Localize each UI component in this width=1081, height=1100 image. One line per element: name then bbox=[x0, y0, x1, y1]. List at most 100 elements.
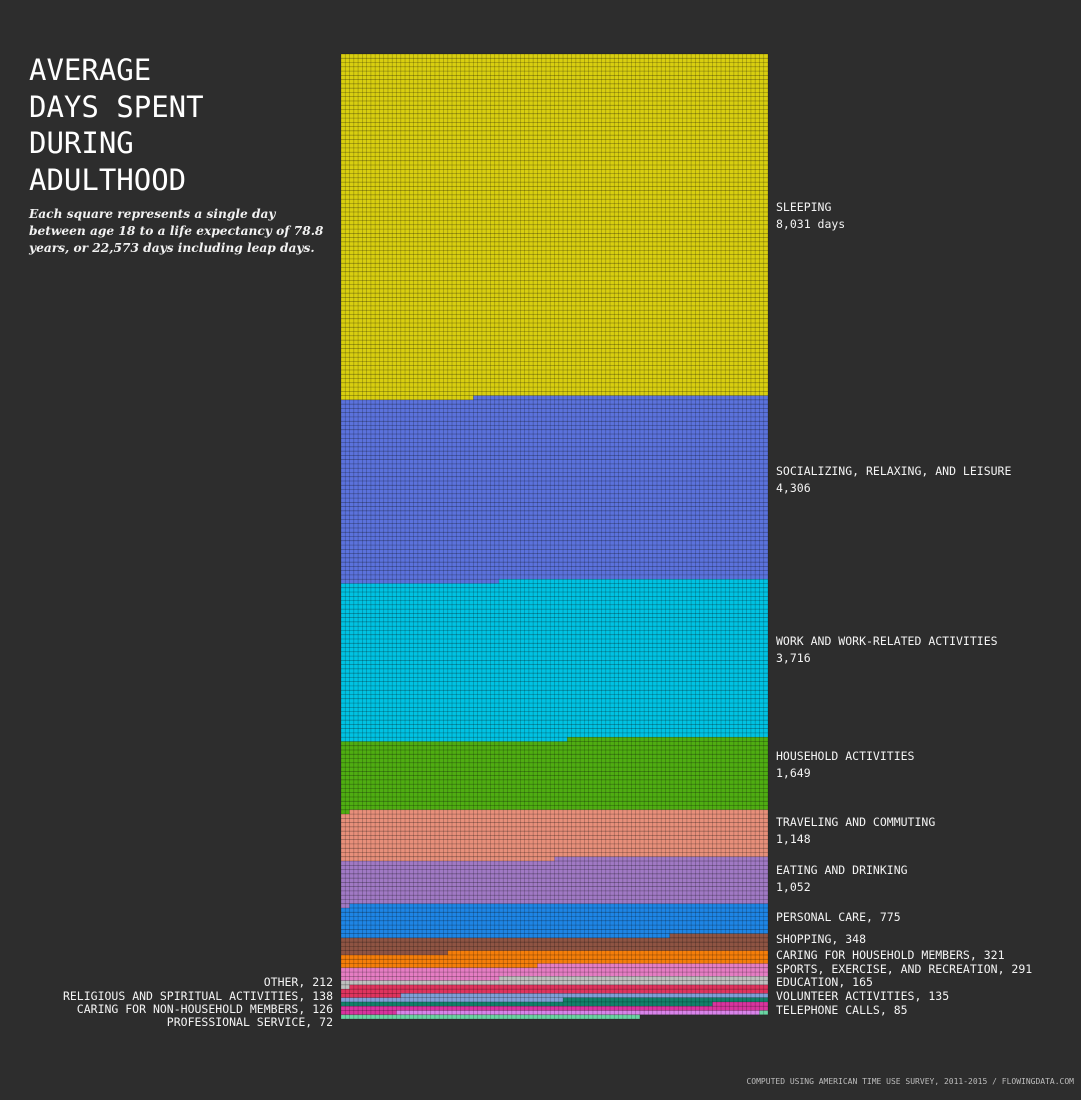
waffle-run bbox=[341, 92, 768, 97]
waffle-run bbox=[341, 959, 768, 964]
waffle-run bbox=[341, 694, 768, 699]
waffle-run bbox=[341, 438, 768, 443]
waffle-category-other bbox=[341, 984, 768, 998]
waffle-run bbox=[341, 382, 768, 388]
waffle-run bbox=[341, 71, 768, 76]
waffle-run bbox=[537, 963, 768, 968]
waffle-run bbox=[341, 831, 768, 836]
waffle-run bbox=[341, 58, 768, 63]
waffle-run bbox=[341, 165, 768, 170]
waffle-run bbox=[341, 446, 768, 452]
category-name: CARING FOR NON-HOUSEHOLD MEMBERS bbox=[76, 1002, 299, 1016]
waffle-gridlines bbox=[340, 53, 769, 1020]
waffle-run bbox=[341, 493, 768, 499]
category-value: 1,052 bbox=[776, 880, 811, 894]
waffle-run bbox=[341, 147, 768, 153]
separator: , bbox=[866, 910, 880, 924]
waffle-run bbox=[341, 972, 768, 977]
category-name: TRAVELING AND COMMUTING bbox=[776, 815, 936, 829]
waffle-run bbox=[341, 984, 350, 990]
waffle-category-eating-and-drinking bbox=[341, 856, 768, 908]
waffle-run bbox=[341, 237, 768, 242]
waffle-run bbox=[341, 519, 768, 524]
waffle-category-sports-exercise-and-recreation bbox=[341, 963, 768, 981]
separator: , bbox=[298, 975, 313, 989]
waffle-run bbox=[341, 600, 768, 605]
waffle-run bbox=[341, 331, 768, 336]
waffle-category-caring-for-non-household-members bbox=[341, 1001, 768, 1015]
waffle-run bbox=[341, 365, 768, 370]
waffle-run bbox=[341, 570, 768, 575]
waffle-run bbox=[341, 771, 768, 776]
waffle-run bbox=[341, 587, 768, 593]
waffle-run bbox=[341, 130, 768, 136]
waffle-run bbox=[341, 976, 499, 981]
category-value: 8,031 days bbox=[776, 217, 846, 231]
waffle-run bbox=[341, 715, 768, 721]
waffle-category-professional-service bbox=[341, 1010, 768, 1020]
waffle-run bbox=[341, 344, 768, 349]
separator: , bbox=[831, 932, 846, 946]
category-name: TELEPHONE CALLS bbox=[776, 1003, 880, 1017]
waffle-run bbox=[341, 399, 768, 405]
category-value: 72 bbox=[319, 1015, 333, 1029]
waffle-run bbox=[341, 229, 768, 234]
separator: , bbox=[914, 989, 929, 1003]
title-line: ADULTHOOD bbox=[29, 162, 187, 197]
waffle-run bbox=[341, 113, 768, 119]
waffle-run bbox=[341, 352, 768, 358]
waffle-run bbox=[341, 673, 768, 678]
category-value: 3,716 bbox=[776, 651, 811, 665]
separator: , bbox=[969, 948, 984, 962]
waffle-run bbox=[341, 762, 768, 768]
waffle-run bbox=[341, 626, 768, 631]
waffle-run bbox=[341, 284, 768, 289]
waffle-run bbox=[341, 62, 768, 67]
waffle-run bbox=[341, 989, 768, 994]
waffle-run bbox=[341, 455, 768, 460]
waffle-run bbox=[341, 54, 768, 59]
waffle-run bbox=[341, 314, 768, 319]
waffle-run bbox=[341, 169, 768, 174]
waffle-run bbox=[554, 856, 768, 862]
waffle-run bbox=[341, 890, 768, 896]
waffle-run bbox=[341, 216, 768, 221]
waffle-run bbox=[341, 993, 401, 998]
waffle-run bbox=[341, 908, 768, 913]
waffle-run bbox=[341, 767, 768, 772]
waffle-run bbox=[341, 946, 768, 951]
waffle-run bbox=[341, 553, 768, 558]
waffle-run bbox=[341, 809, 350, 815]
waffle-run bbox=[563, 997, 768, 1002]
waffle-run bbox=[341, 720, 768, 725]
waffle-run bbox=[341, 481, 768, 486]
waffle-run bbox=[341, 412, 768, 417]
waffle-run bbox=[341, 335, 768, 341]
chart-title: AVERAGE DAYS SPENT DURING ADULTHOOD bbox=[29, 52, 204, 198]
category-label: VOLUNTEER ACTIVITIES, 135 bbox=[776, 988, 949, 1005]
title-line: DAYS SPENT bbox=[29, 89, 204, 124]
category-name: RELIGIOUS AND SPIRITUAL ACTIVITIES bbox=[62, 989, 299, 1003]
waffle-run bbox=[341, 617, 768, 622]
category-name: SPORTS, EXERCISE, AND RECREATION bbox=[776, 962, 998, 976]
category-value: 138 bbox=[312, 989, 333, 1003]
waffle-run bbox=[341, 310, 768, 315]
category-label: CARING FOR NON-HOUSEHOLD MEMBERS, 126 bbox=[76, 1002, 333, 1017]
waffle-run bbox=[341, 126, 768, 131]
category-label: PROFESSIONAL SERVICE, 72 bbox=[167, 1015, 333, 1030]
category-value: 348 bbox=[845, 932, 867, 946]
waffle-run bbox=[341, 152, 768, 157]
category-value: 775 bbox=[879, 910, 901, 924]
waffle-category-volunteer-activities bbox=[341, 997, 768, 1007]
waffle-run bbox=[341, 728, 768, 733]
waffle-run bbox=[341, 143, 768, 148]
waffle-run bbox=[341, 297, 768, 302]
waffle-category-sleeping bbox=[341, 54, 768, 400]
waffle-category-education bbox=[341, 976, 768, 990]
waffle-run bbox=[341, 583, 768, 588]
category-value: 85 bbox=[893, 1003, 908, 1017]
separator: , bbox=[305, 1015, 320, 1029]
waffle-run bbox=[341, 592, 768, 597]
waffle-run bbox=[341, 796, 768, 802]
waffle-run bbox=[341, 732, 768, 738]
